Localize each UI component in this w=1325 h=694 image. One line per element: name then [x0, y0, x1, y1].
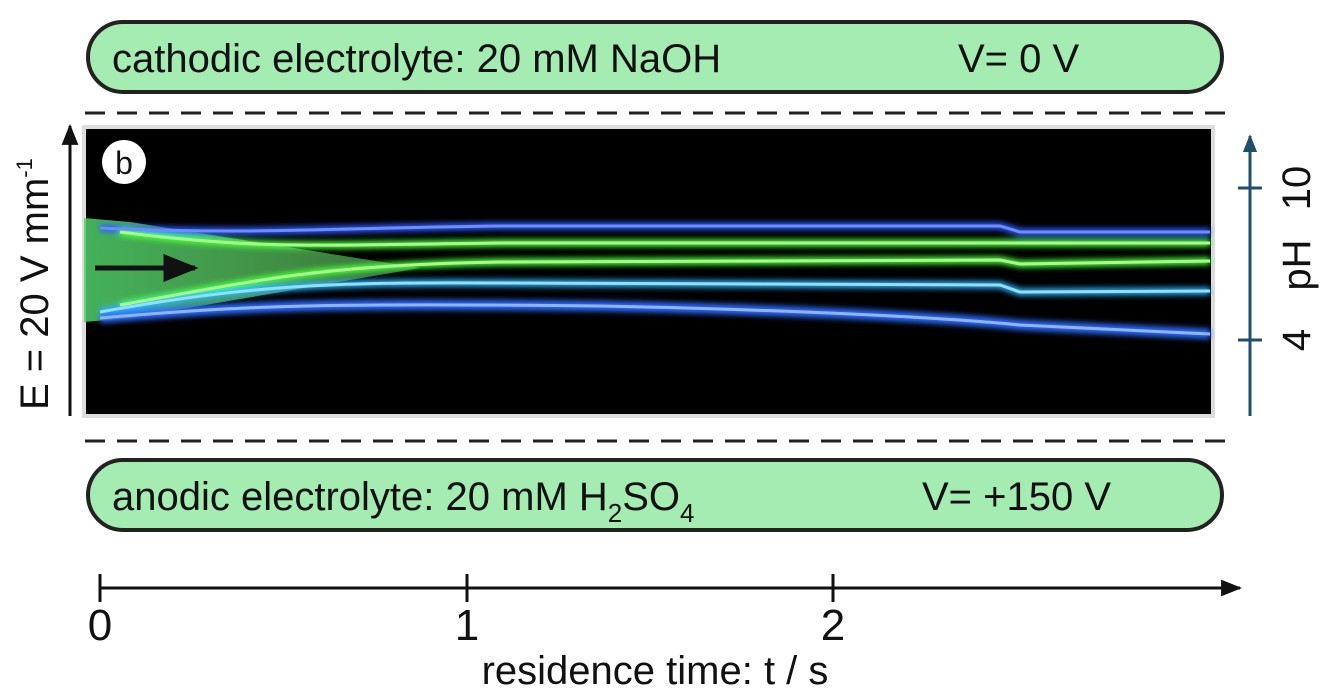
ph-tick-label: 4 [1275, 329, 1319, 351]
field-label: E = 20 V mm-1 [12, 158, 57, 410]
cathode-label: cathodic electrolyte: 20 mM NaOH [112, 37, 721, 81]
time-tick-label: 1 [455, 601, 479, 650]
anode-voltage: V= +150 V [922, 475, 1111, 519]
field-exponent: -1 [12, 158, 37, 178]
anode-sub: 2 [608, 498, 622, 528]
panel-label: b [115, 145, 133, 181]
time-tick-label: 2 [821, 601, 845, 650]
field-text: E = 20 V mm [13, 178, 57, 410]
cathode-voltage: V= 0 V [958, 37, 1080, 81]
figure: cathodic electrolyte: 20 mM NaOH V= 0 V … [0, 0, 1325, 694]
anode-sub: 4 [680, 498, 694, 528]
time-tick-label: 0 [88, 601, 112, 650]
ph-title: pH [1275, 239, 1319, 290]
anode-text: SO [622, 475, 680, 519]
time-title: residence time: t / s [482, 649, 829, 693]
anode-text: anodic electrolyte: 20 mM H [112, 475, 608, 519]
ph-tick-label: 10 [1275, 166, 1319, 211]
